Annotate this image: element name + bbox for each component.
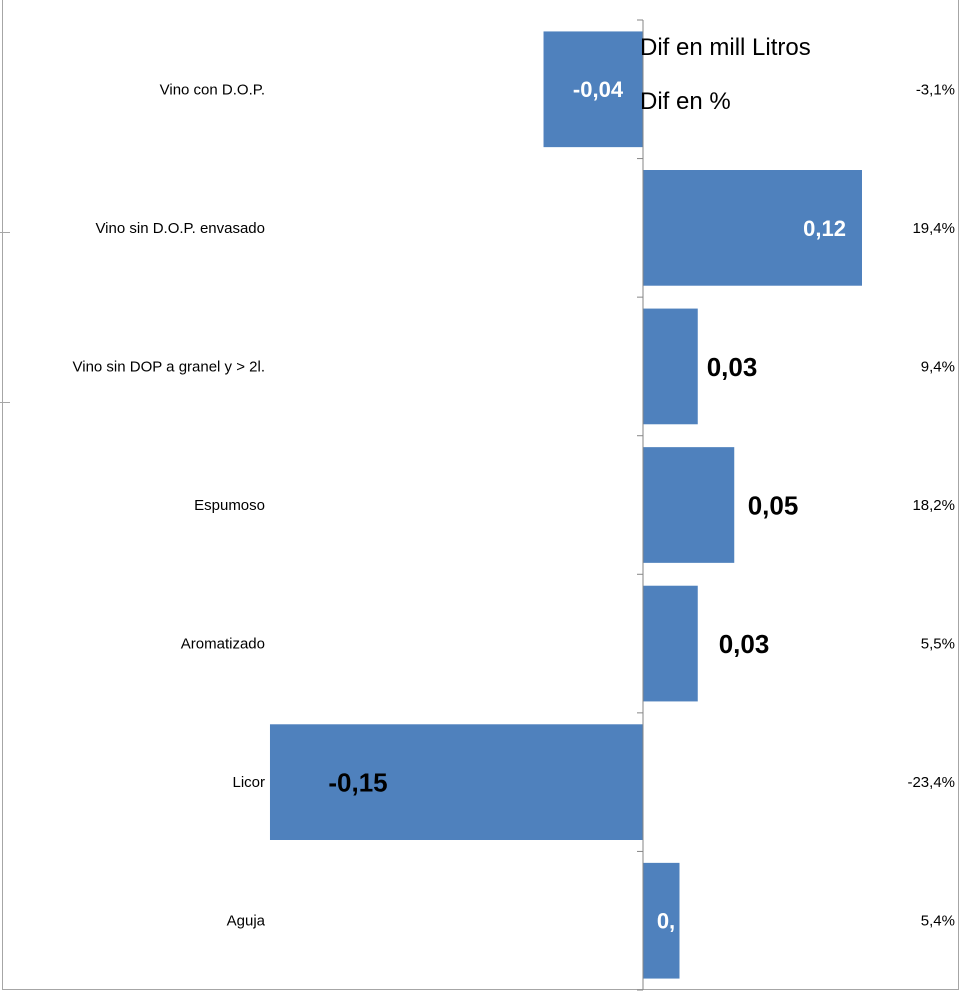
value-label: 0,05	[748, 490, 799, 520]
legend-series-2: Dif en %	[640, 88, 731, 115]
value-label: 0,	[657, 909, 675, 934]
legend-series-1: Dif en mill Litros	[640, 34, 811, 61]
category-label: Vino con D.O.P.	[160, 81, 265, 98]
category-label: Licor	[232, 774, 265, 791]
frame-edge-tab	[0, 232, 10, 233]
value-label: 0,12	[803, 216, 846, 241]
bar	[543, 31, 643, 148]
category-label: Vino sin DOP a granel y > 2l.	[73, 358, 265, 375]
value-label: 0,03	[707, 352, 758, 382]
value-label: 0,03	[719, 629, 770, 659]
category-label: Vino sin D.O.P. envasado	[95, 220, 265, 237]
bar	[643, 447, 735, 563]
frame-edge-tab	[0, 402, 10, 403]
value-label: -0,04	[573, 77, 624, 102]
percent-labels: -3,1% 19,4% 9,4% 18,2% 5,5% -23,4% 5,4%	[907, 81, 955, 929]
category-label: Aguja	[227, 913, 266, 930]
bar	[643, 308, 698, 425]
percent-label: 5,4%	[921, 913, 955, 930]
category-label: Aromatizado	[181, 636, 265, 653]
category-label: Espumoso	[194, 497, 265, 514]
percent-label: -23,4%	[907, 774, 955, 791]
bar	[269, 724, 643, 840]
bar	[643, 170, 862, 286]
value-label: -0,15	[328, 768, 387, 798]
percent-label: 9,4%	[921, 358, 955, 375]
category-labels: Vino con D.O.P. Vino sin D.O.P. envasado V…	[73, 81, 266, 929]
bar	[643, 862, 680, 979]
percent-label: 18,2%	[912, 497, 955, 514]
percent-label: 19,4%	[912, 220, 955, 237]
value-labels: -0,04 0,12 0,03 0,05 0,03 -0,15 0,	[328, 77, 846, 933]
percent-label: 5,5%	[921, 636, 955, 653]
percent-label: -3,1%	[916, 81, 955, 98]
bar	[643, 585, 698, 702]
axis-ticks	[637, 19, 643, 991]
bar-group	[269, 31, 862, 979]
